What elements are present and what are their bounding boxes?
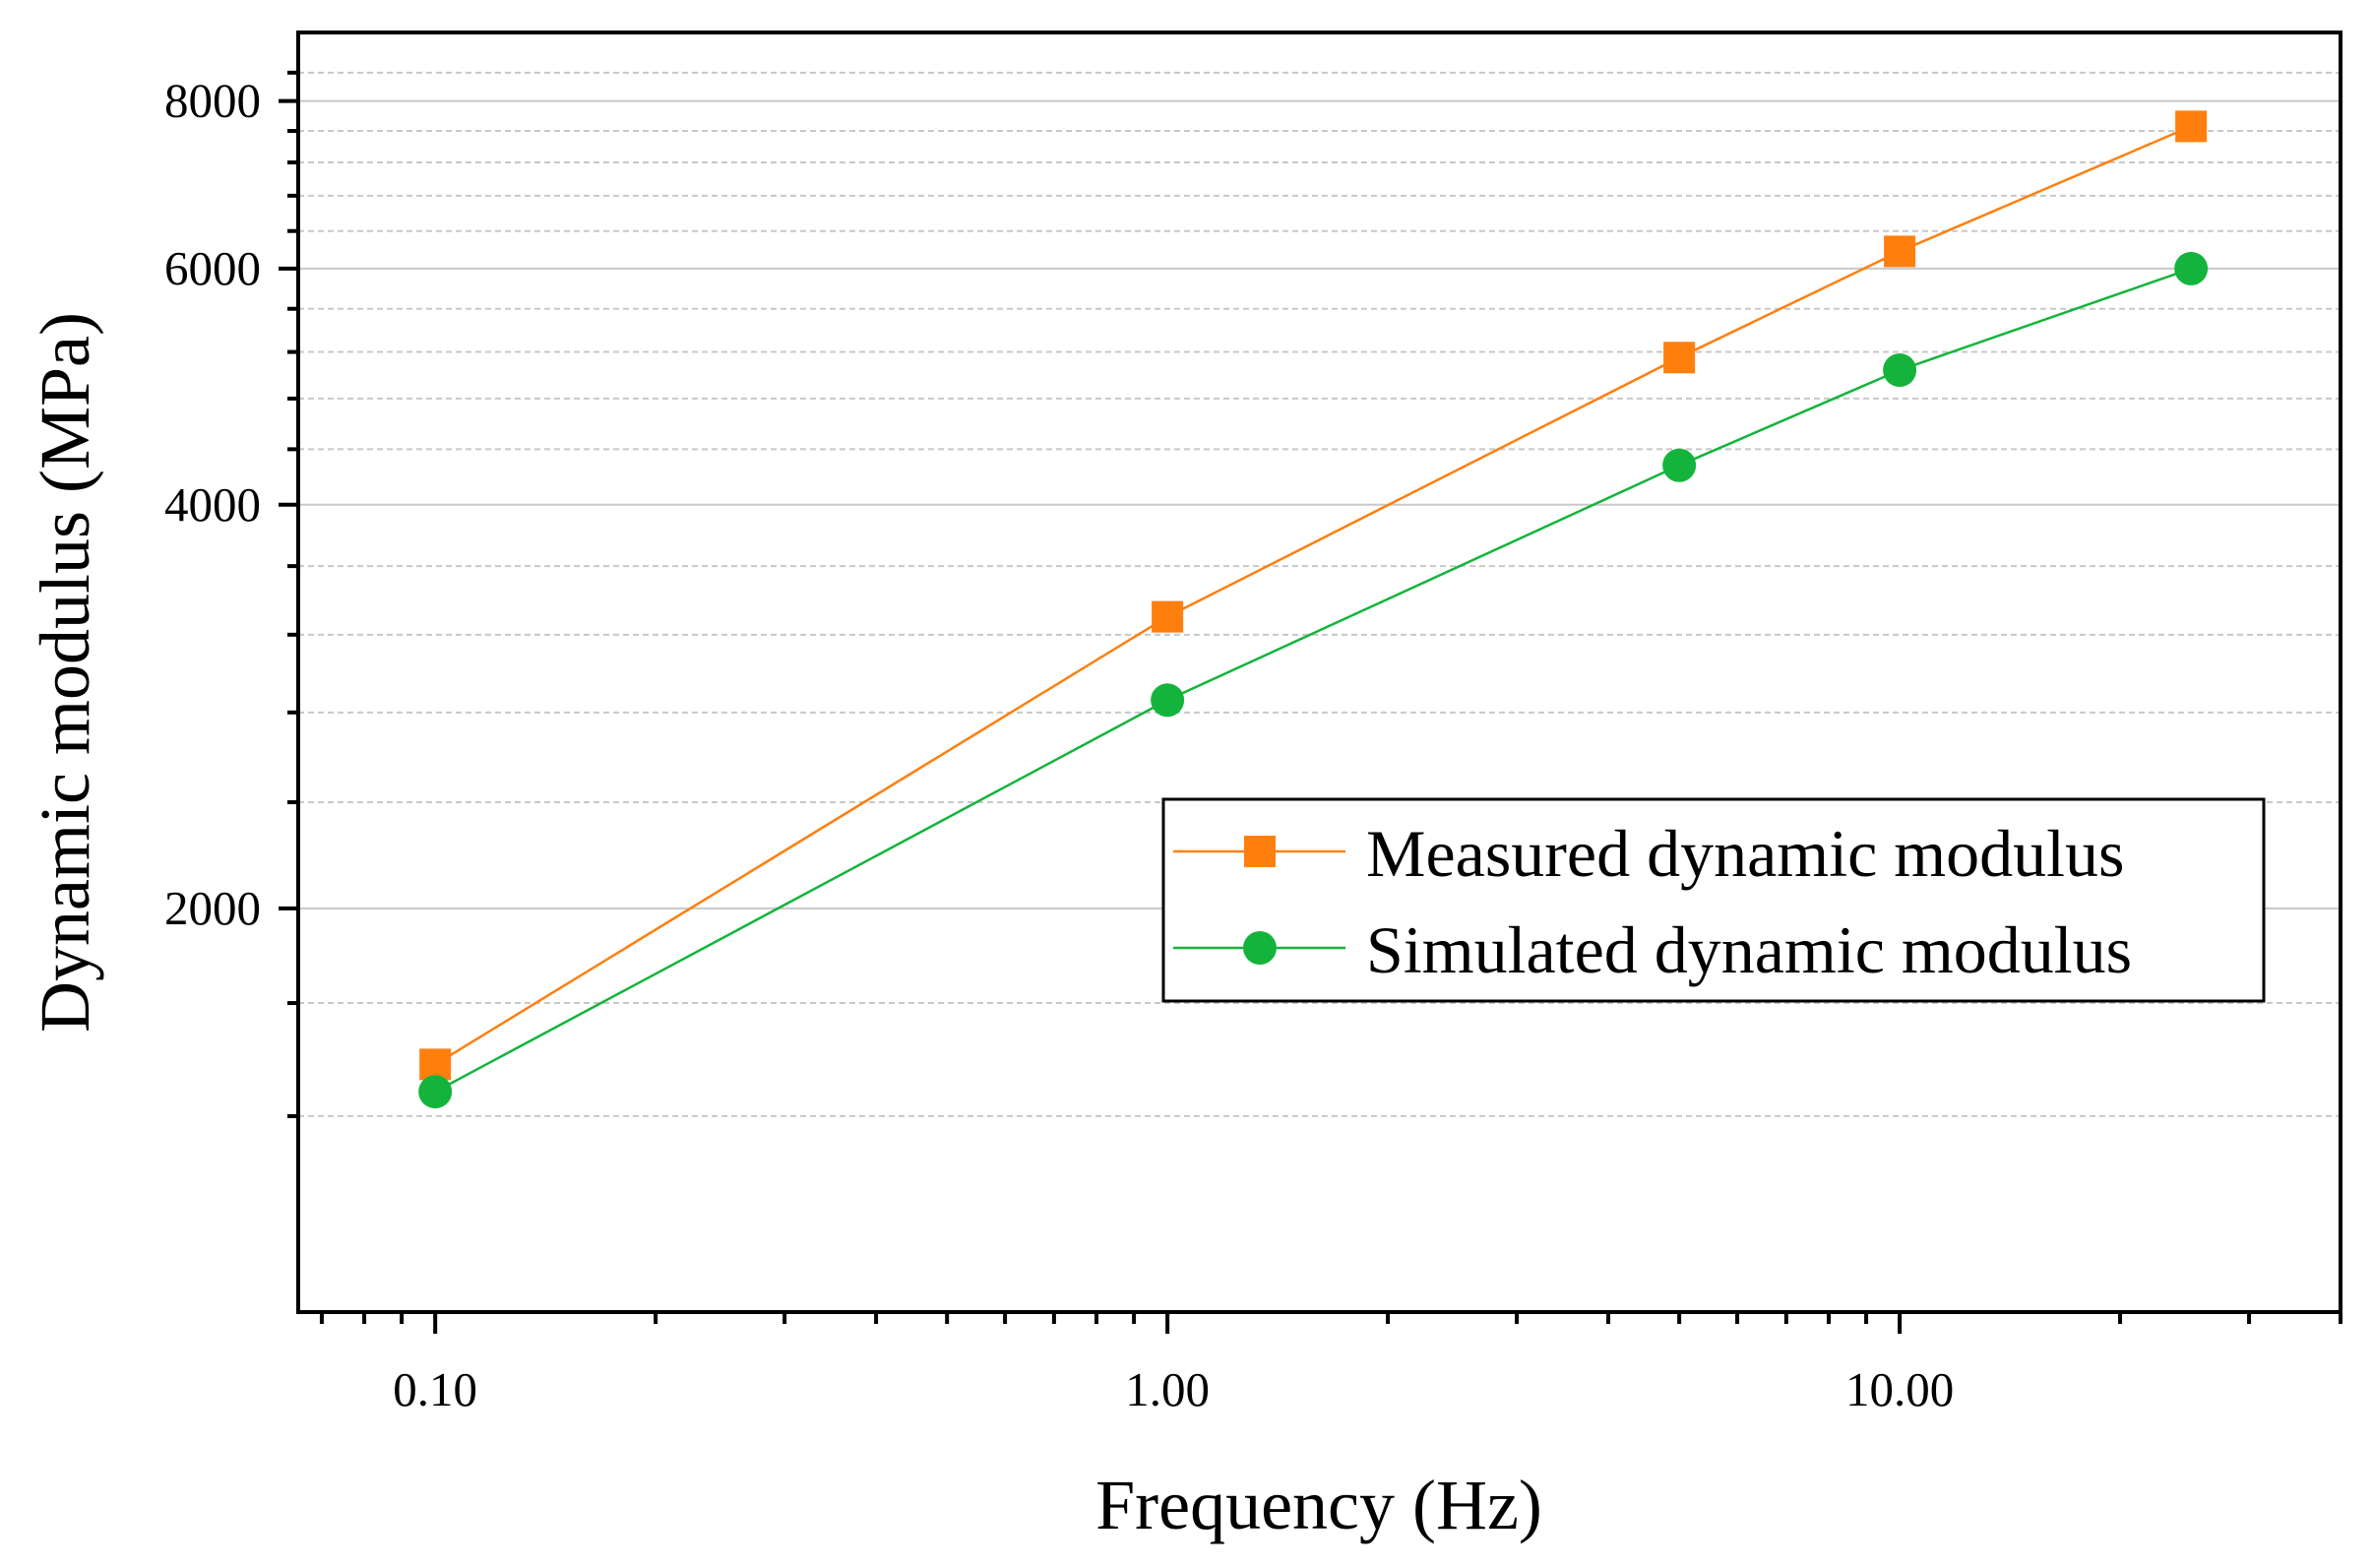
measured-data-point xyxy=(1884,235,1916,268)
legend-marker-circle xyxy=(1243,931,1277,965)
legend-label-measured: Measured dynamic modulus xyxy=(1366,816,2125,891)
data-series xyxy=(418,110,2209,1109)
y-tick-label: 6000 xyxy=(164,241,261,295)
simulated-data-point xyxy=(1662,448,1697,482)
measured-data-point xyxy=(1152,600,1184,633)
simulated-data-point xyxy=(1883,353,1917,388)
plot-frame xyxy=(296,31,2342,1314)
x-tick-label: 1.00 xyxy=(1125,1362,1210,1416)
y-tick-label: 4000 xyxy=(164,477,261,532)
y-tick-label: 2000 xyxy=(164,881,261,935)
x-tick-label: 0.10 xyxy=(393,1362,477,1416)
measured-data-point xyxy=(2175,110,2208,143)
simulated-data-point xyxy=(1151,683,1185,718)
legend-label-simulated: Simulated dynamic modulus xyxy=(1366,912,2132,987)
simulated-data-point xyxy=(2174,251,2209,285)
y-axis-title: Dynamic modulus (MPa) xyxy=(26,312,104,1033)
tick-labels: 2000 4000 6000 8000 0.10 1.00 10.00 xyxy=(164,74,1954,1416)
measured-data-point xyxy=(1663,342,1696,374)
legend-box xyxy=(1161,797,2266,1003)
simulated-data-point xyxy=(418,1075,453,1109)
x-axis-title: Frequency (Hz) xyxy=(1095,1466,1542,1544)
y-tick-label: 8000 xyxy=(164,74,261,128)
legend: Measured dynamic modulus Simulated dynam… xyxy=(1161,797,2266,1003)
x-tick-label: 10.00 xyxy=(1845,1362,1954,1416)
legend-marker-square xyxy=(1244,836,1276,867)
axis-ticks xyxy=(279,70,2342,1334)
measured-data-point xyxy=(419,1048,452,1081)
